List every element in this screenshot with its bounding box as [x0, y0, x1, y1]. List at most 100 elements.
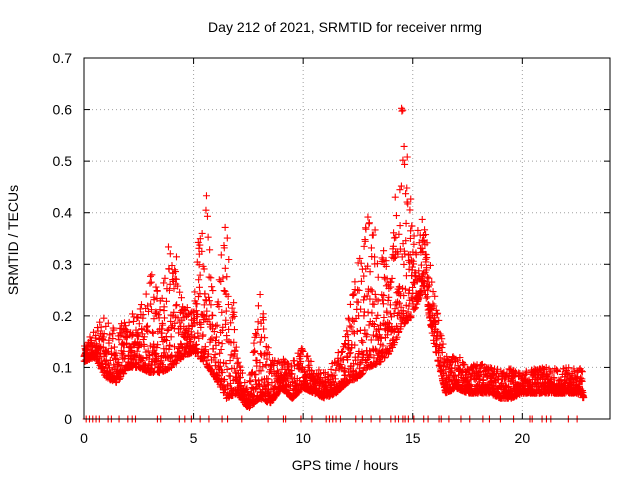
- y-tick-label: 0.6: [53, 102, 73, 118]
- data-point: [403, 198, 411, 206]
- data-point: [150, 315, 158, 323]
- data-point: [218, 369, 226, 377]
- y-tick-label: 0.1: [53, 359, 73, 375]
- data-point: [546, 367, 554, 375]
- data-point: [123, 339, 131, 347]
- data-point: [146, 279, 154, 287]
- data-point: [403, 153, 411, 161]
- data-point: [396, 245, 404, 253]
- data-point: [428, 278, 436, 286]
- data-point: [365, 219, 373, 227]
- data-point: [374, 297, 382, 305]
- data-point: [461, 361, 469, 369]
- data-point: [209, 312, 217, 320]
- data-point: [399, 106, 407, 114]
- data-point: [364, 213, 372, 221]
- data-point: [355, 286, 363, 294]
- data-point: [154, 311, 162, 319]
- data-point: [203, 307, 211, 315]
- data-point: [200, 265, 208, 273]
- data-point: [238, 369, 246, 377]
- data-point: [257, 367, 265, 375]
- data-point: [205, 293, 213, 301]
- data-point: [454, 362, 462, 370]
- data-point: [390, 234, 398, 242]
- data-point: [216, 349, 224, 357]
- data-point: [384, 296, 392, 304]
- data-point: [191, 333, 199, 341]
- data-point: [143, 326, 151, 334]
- data-point: [418, 245, 426, 253]
- data-point: [368, 287, 376, 295]
- data-point: [217, 346, 225, 354]
- data-point: [401, 160, 409, 168]
- data-point: [399, 156, 407, 164]
- data-point: [284, 375, 292, 383]
- data-point: [385, 293, 393, 301]
- y-tick-label: 0.2: [53, 308, 73, 324]
- data-point: [344, 314, 352, 322]
- data-point: [167, 324, 175, 332]
- data-point: [135, 320, 143, 328]
- data-point: [140, 342, 148, 350]
- data-point: [180, 323, 188, 331]
- data-point: [347, 323, 355, 331]
- data-point: [194, 329, 202, 337]
- data-point: [412, 304, 420, 312]
- data-point: [455, 381, 463, 389]
- data-point: [147, 300, 155, 308]
- data-point: [199, 331, 207, 339]
- data-point: [364, 308, 372, 316]
- data-point: [115, 375, 123, 383]
- data-point: [343, 327, 351, 335]
- data-point: [251, 348, 259, 356]
- data-point: [224, 301, 232, 309]
- data-point: [358, 337, 366, 345]
- data-point: [172, 275, 180, 283]
- data-point: [158, 294, 166, 302]
- data-point: [367, 336, 375, 344]
- data-point: [384, 318, 392, 326]
- data-point: [409, 283, 417, 291]
- data-point: [220, 244, 228, 252]
- data-point: [198, 247, 206, 255]
- data-point: [437, 332, 445, 340]
- data-point: [164, 243, 172, 251]
- data-point: [264, 344, 272, 352]
- data-point: [263, 380, 271, 388]
- data-point: [410, 232, 418, 240]
- data-point: [404, 308, 412, 316]
- data-point: [420, 270, 428, 278]
- plot-frame: [83, 57, 611, 420]
- data-point: [395, 299, 403, 307]
- data-point: [297, 357, 305, 365]
- data-point: [304, 352, 312, 360]
- x-tick-label: 5: [190, 430, 198, 446]
- data-point: [401, 285, 409, 293]
- data-point: [447, 359, 455, 367]
- data-point: [167, 317, 175, 325]
- data-point: [137, 301, 145, 309]
- y-tick-labels: 0 0.1 0.2 0.3 0.4 0.5 0.6 0.7: [53, 50, 73, 427]
- data-point: [418, 215, 426, 223]
- data-point: [303, 353, 311, 361]
- data-point: [356, 360, 364, 368]
- data-point: [212, 322, 220, 330]
- data-point: [166, 342, 174, 350]
- data-point: [256, 359, 264, 367]
- data-point: [159, 321, 167, 329]
- data-point: [423, 254, 431, 262]
- data-point: [407, 312, 415, 320]
- data-point: [230, 313, 238, 321]
- data-point: [371, 226, 379, 234]
- data-point: [383, 309, 391, 317]
- data-point: [351, 341, 359, 349]
- data-point: [217, 278, 225, 286]
- data-point: [565, 364, 573, 372]
- data-point: [374, 273, 382, 281]
- data-point: [344, 331, 352, 339]
- data-point: [252, 331, 260, 339]
- data-point: [165, 265, 173, 273]
- data-point: [230, 338, 238, 346]
